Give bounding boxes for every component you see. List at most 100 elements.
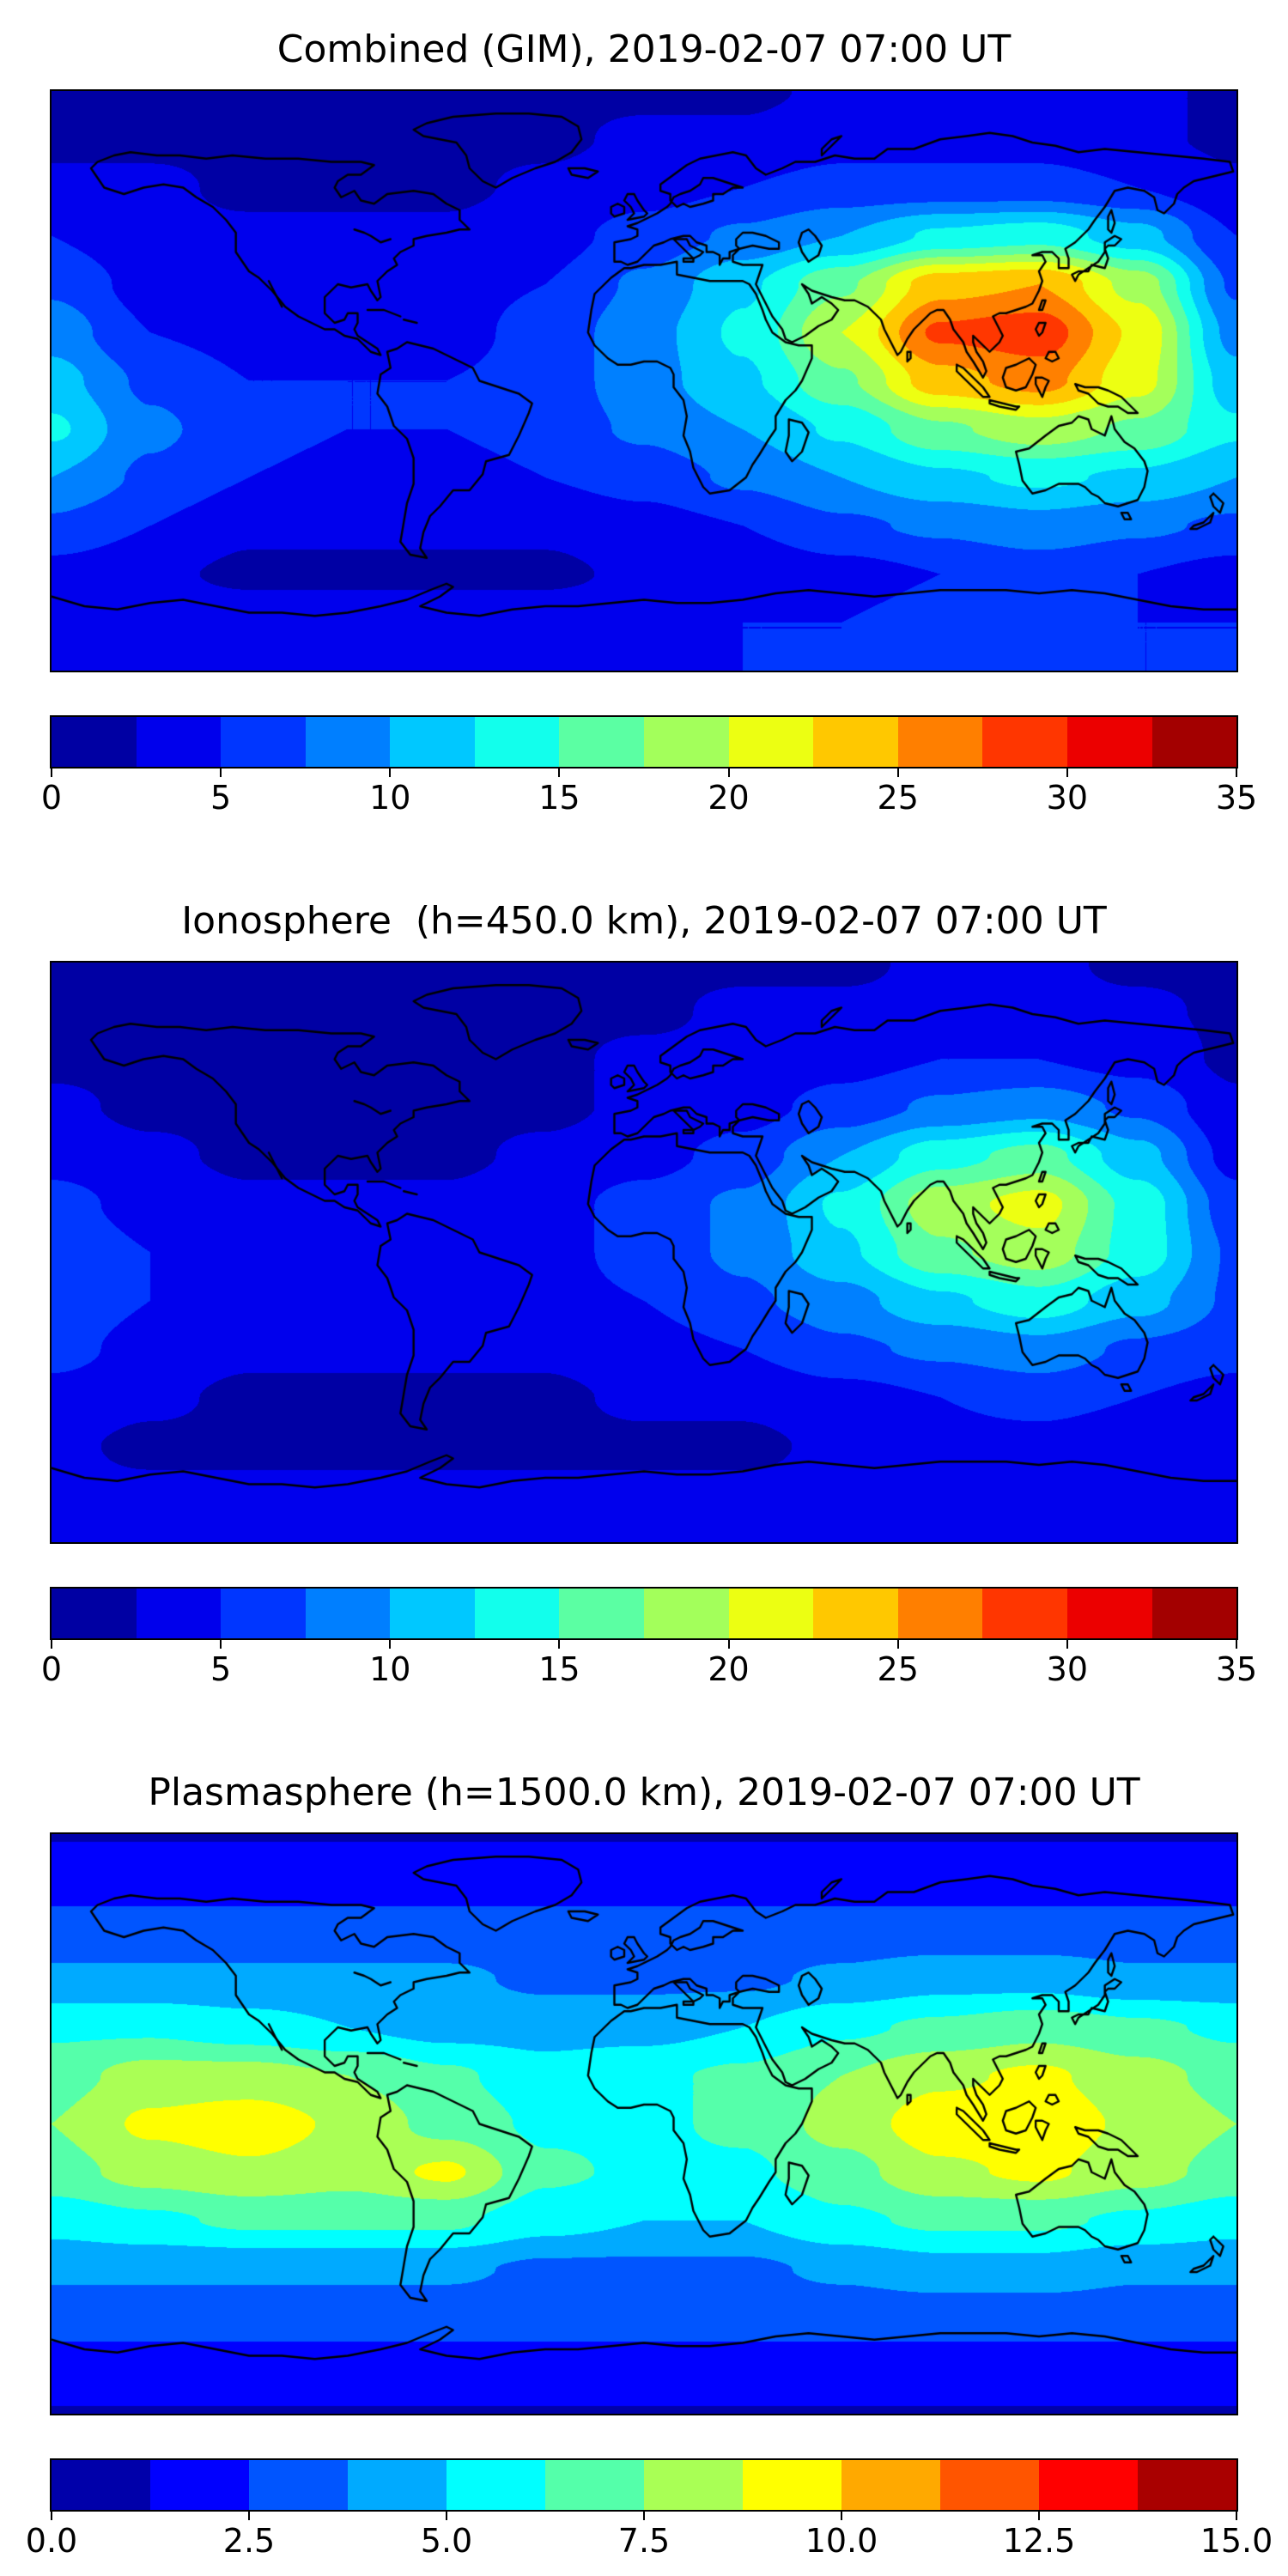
tec-map-canvas [52,91,1236,671]
colorbar-bar [52,1589,1237,1638]
colorbar-segment [52,2460,150,2510]
colorbar-tick-label: 25 [877,1650,919,1688]
colorbar-segment [813,717,898,767]
colorbar-tick-mark [896,1640,899,1649]
colorbar-segment [390,1589,475,1638]
colorbar-tick-mark [220,769,222,777]
colorbar-segment [644,717,729,767]
colorbar-tick-label: 15 [538,779,580,817]
colorbar-tick-mark [643,2512,645,2520]
colorbar-tick-label: 2.5 [222,2522,276,2560]
colorbar-tick-label: 0.0 [25,2522,78,2560]
colorbar-segment [249,2460,348,2510]
colorbar-tick-mark [1236,769,1237,777]
colorbar-segment [136,717,222,767]
colorbar-tick-mark [558,1640,561,1649]
colorbar-segment [390,717,475,767]
colorbar-tick-mark [727,1640,730,1649]
colorbar-segment [728,1589,814,1638]
colorbar-segment [150,2460,249,2510]
colorbar-segment [1151,1589,1237,1638]
panel-plasmasphere: Plasmasphere (h=1500.0 km), 2019-02-07 0… [26,1769,1273,2567]
colorbar-segment [136,1589,222,1638]
colorbar-tick-label: 5.0 [420,2522,473,2560]
colorbar-segment [841,2460,940,2510]
colorbar-segment [52,717,137,767]
colorbar-segment [1066,1589,1152,1638]
colorbar-tick-label: 12.5 [1002,2522,1076,2560]
colorbar-tick-label: 10 [369,779,411,817]
colorbar-tick-mark [1236,1640,1237,1649]
colorbar-tick-label: 20 [708,1650,750,1688]
colorbar-tick-label: 20 [708,779,750,817]
colorbar-tick-mark [727,769,730,777]
panel-combined-gim: Combined (GIM), 2019-02-07 07:00 UT 0 5 10… [41,26,1257,823]
colorbar-segment [52,1589,137,1638]
colorbar-bar [52,2460,1236,2510]
colorbar-combined [50,715,1238,769]
map-ionosphere [50,961,1238,1544]
colorbar-tick-mark [896,769,899,777]
colorbar-tick-label: 10.0 [805,2522,878,2560]
colorbar-tick-label: 15.0 [1200,2522,1273,2560]
colorbar-segment [897,717,983,767]
colorbar-tick-mark [1236,2512,1237,2520]
colorbar-tick-mark [1038,2512,1040,2520]
colorbar-segment [559,717,645,767]
colorbar-segment [474,1589,560,1638]
colorbar-plasmasphere [50,2458,1238,2512]
map-plasmasphere [50,1832,1238,2415]
colorbar-tick-label: 5 [210,1650,232,1688]
colorbar-segment [474,717,560,767]
panel-ionosphere: Ionosphere (h=450.0 km), 2019-02-07 07:0… [41,897,1257,1695]
colorbar-segment [221,717,306,767]
colorbar-segment [1151,717,1237,767]
colorbar-segment [982,717,1067,767]
colorbar-tick-mark [446,2512,447,2520]
colorbar-tick-label: 0 [40,779,63,817]
colorbar-tick-mark [389,1640,392,1649]
colorbar-tick-mark [1066,1640,1068,1649]
colorbar-bar [52,717,1237,767]
colorbar-segment [728,717,814,767]
colorbar-tick-label: 35 [1215,1650,1258,1688]
colorbar-tick-label: 30 [1046,779,1089,817]
colorbar-segment [982,1589,1067,1638]
colorbar-tick-mark [841,2512,842,2520]
colorbar-tick-mark [558,769,561,777]
colorbar-tick-label: 30 [1046,1650,1089,1688]
panel-title-ionosphere: Ionosphere (h=450.0 km), 2019-02-07 07:0… [181,899,1107,943]
colorbar-tick-label: 35 [1215,779,1258,817]
colorbar-ticks-combined: 0 5 10 15 20 25 30 35 [41,769,1257,823]
colorbar-tick-mark [51,2512,52,2520]
colorbar-tick-label: 5 [210,779,232,817]
colorbar-tick-label: 25 [877,779,919,817]
colorbar-segment [1138,2460,1236,2510]
panel-title-combined: Combined (GIM), 2019-02-07 07:00 UT [276,27,1012,71]
colorbar-segment [1039,2460,1138,2510]
colorbar-segment [813,1589,898,1638]
colorbar-tick-mark [389,769,392,777]
colorbar-tick-mark [51,769,52,777]
tec-map-canvas [52,963,1236,1542]
colorbar-segment [559,1589,645,1638]
colorbar-segment [644,1589,729,1638]
colorbar-segment [545,2460,644,2510]
colorbar-segment [1066,717,1152,767]
colorbar-tick-label: 7.5 [617,2522,671,2560]
colorbar-segment [447,2460,545,2510]
colorbar-tick-mark [51,1640,52,1649]
colorbar-tick-mark [220,1640,222,1649]
colorbar-ticks-ionosphere: 0 5 10 15 20 25 30 35 [41,1640,1257,1695]
colorbar-ticks-plasmasphere: 0.0 2.5 5.0 7.5 10.0 12.5 15.0 [26,2512,1273,2567]
colorbar-segment [644,2460,743,2510]
panel-title-plasmasphere: Plasmasphere (h=1500.0 km), 2019-02-07 0… [148,1771,1140,1814]
map-combined-gim [50,89,1238,672]
colorbar-ionosphere [50,1587,1238,1640]
colorbar-segment [940,2460,1039,2510]
tec-map-canvas [52,1834,1236,2414]
colorbar-tick-mark [1066,769,1068,777]
colorbar-segment [897,1589,983,1638]
colorbar-tick-label: 0 [40,1650,63,1688]
colorbar-tick-mark [248,2512,250,2520]
